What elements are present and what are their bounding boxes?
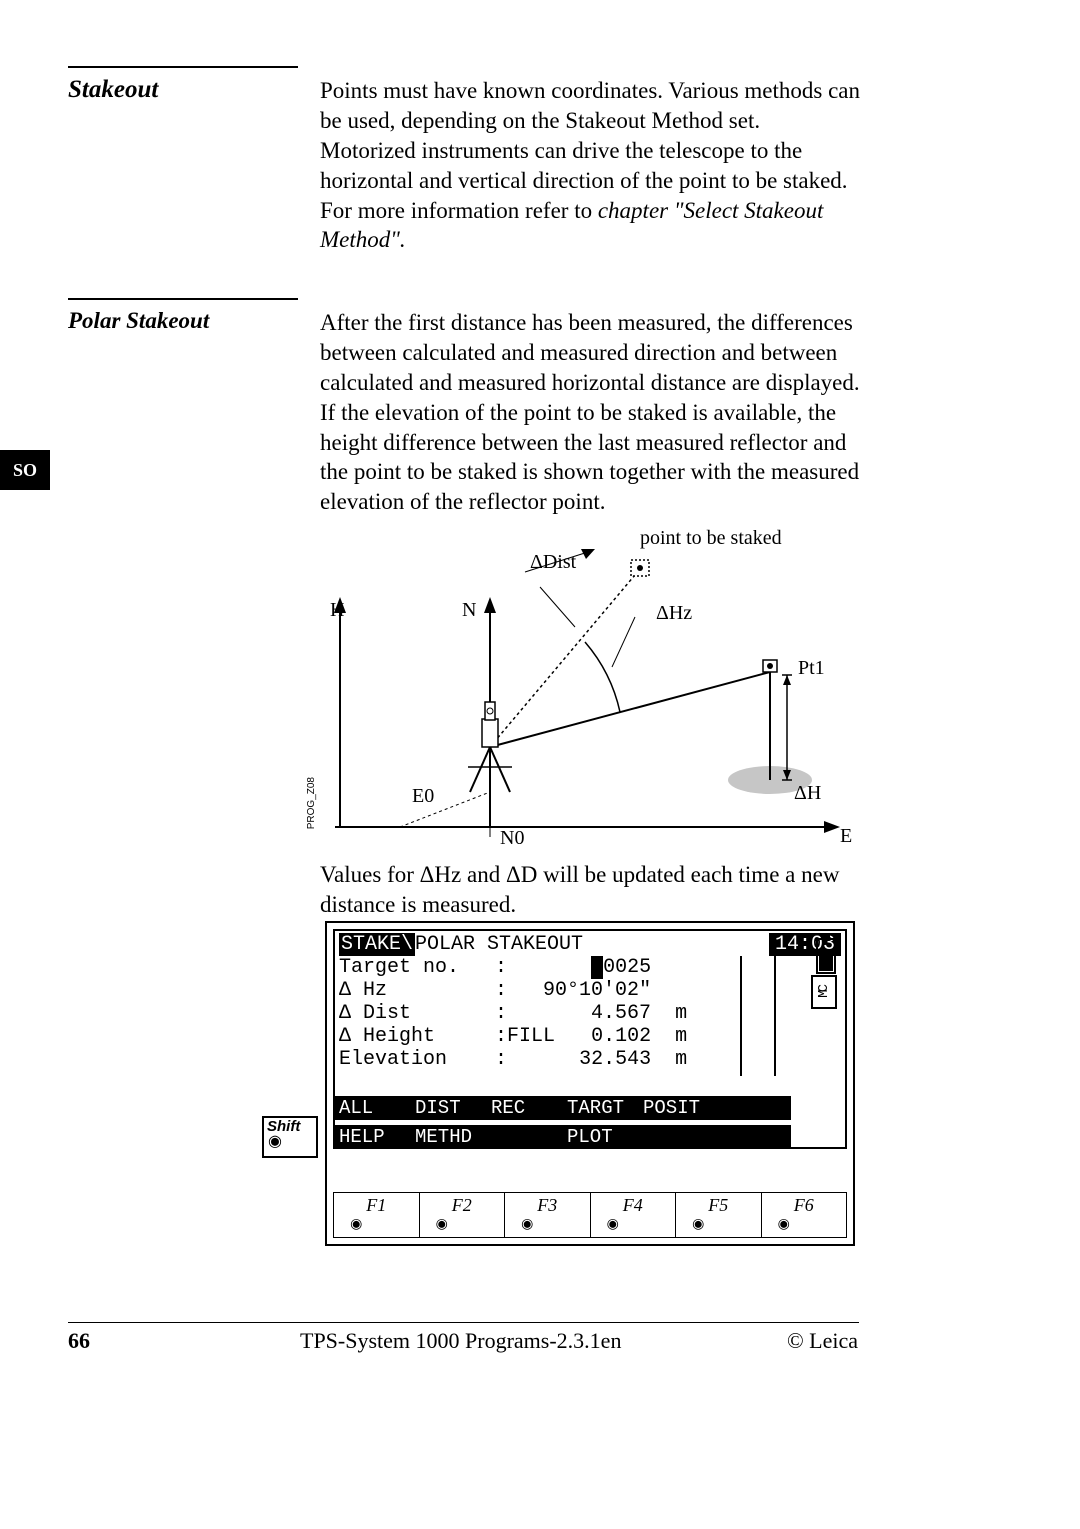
- softkey-row-1: ALL DIST REC TARGT POSIT: [335, 1096, 791, 1120]
- row-unit: m: [675, 1025, 687, 1048]
- label-delta-h-cap: ΔH: [794, 782, 821, 805]
- fkey-label: F6: [762, 1195, 847, 1216]
- section-heading-polar: Polar Stakeout: [68, 308, 298, 334]
- section2-body: After the first distance has been measur…: [320, 308, 860, 517]
- label-h: H: [330, 599, 344, 622]
- fkey-f5[interactable]: F5◉: [675, 1193, 761, 1237]
- rule: [68, 298, 298, 300]
- softkey-posit[interactable]: POSIT: [639, 1096, 715, 1120]
- row-label: Δ Hz: [339, 979, 387, 1002]
- fkey-dot-icon: ◉: [420, 1216, 465, 1233]
- label-n0: N0: [500, 827, 524, 850]
- label-pt1: Pt1: [798, 657, 825, 680]
- label-delta-hz: ΔHz: [656, 602, 692, 625]
- label-delta-dist: ΔDist: [530, 551, 576, 574]
- screen-title-left: STAKE\: [339, 933, 415, 956]
- row-val: 90°10'02": [543, 979, 651, 1002]
- row-val: 0.102: [591, 1025, 651, 1048]
- fkey-dot-icon: ◉: [591, 1216, 636, 1233]
- shift-dot-icon: ◉: [264, 1135, 316, 1149]
- input-cursor: X: [591, 956, 603, 979]
- softkey-targt[interactable]: TARGT: [563, 1096, 639, 1120]
- label-e: E: [840, 825, 852, 848]
- fkey-f6[interactable]: F6◉: [761, 1193, 847, 1237]
- row-val: 0025: [603, 956, 651, 979]
- row-label: Target no.: [339, 956, 459, 979]
- section-heading-stakeout: Stakeout: [68, 76, 298, 104]
- fkey-row: F1◉ F2◉ F3◉ F4◉ F5◉ F6◉: [333, 1192, 847, 1238]
- page-number: 66: [68, 1328, 90, 1354]
- footer-rule: [68, 1322, 859, 1323]
- softkey-empty[interactable]: [715, 1125, 791, 1149]
- fkey-f1[interactable]: F1◉: [334, 1193, 419, 1237]
- fkey-dot-icon: ◉: [334, 1216, 379, 1233]
- softkey-empty[interactable]: [639, 1125, 715, 1149]
- side-tab: SO: [0, 450, 50, 490]
- rule: [68, 66, 298, 68]
- row-label: Δ Height: [339, 1025, 435, 1048]
- post-diagram-text: Values for ΔHz and ΔD will be updated ea…: [320, 860, 860, 920]
- fkey-label: F5: [676, 1195, 761, 1216]
- fkey-label: F1: [334, 1195, 419, 1216]
- mc-icon: MC: [811, 975, 837, 1009]
- row-unit: m: [675, 1048, 687, 1071]
- screen-display: STAKE\ POLAR STAKEOUT 14:03 Target no. :…: [333, 929, 847, 1149]
- fkey-f3[interactable]: F3◉: [504, 1193, 590, 1237]
- label-n: N: [462, 599, 476, 622]
- shift-key[interactable]: Shift ◉: [262, 1116, 318, 1158]
- copyright: © Leica: [787, 1328, 858, 1354]
- doc-title: TPS-System 1000 Programs-2.3.1en: [300, 1328, 621, 1354]
- row-val: 4.567: [591, 1002, 651, 1025]
- softkey-rec[interactable]: REC: [487, 1096, 563, 1120]
- fkey-label: F2: [420, 1195, 505, 1216]
- label-point-to-be-staked: point to be staked: [640, 527, 782, 550]
- softkey-empty[interactable]: [487, 1125, 563, 1149]
- fkey-label: F4: [591, 1195, 676, 1216]
- fkey-dot-icon: ◉: [762, 1216, 807, 1233]
- row-label: Elevation: [339, 1048, 447, 1071]
- fkey-f4[interactable]: F4◉: [590, 1193, 676, 1237]
- softkey-row-2: HELP METHD PLOT: [335, 1125, 791, 1149]
- row-mid: FILL: [507, 1025, 555, 1048]
- softkey-empty[interactable]: [715, 1096, 791, 1120]
- section1-body: Points must have known coordinates. Vari…: [320, 76, 860, 255]
- polar-stakeout-diagram: point to be staked ΔDist H N ΔHz Pt1 E0 …: [300, 527, 860, 857]
- fkey-dot-icon: ◉: [676, 1216, 721, 1233]
- fkey-label: F3: [505, 1195, 590, 1216]
- softkey-dist[interactable]: DIST: [411, 1096, 487, 1120]
- label-prog-id: PROG_Z08: [306, 777, 317, 829]
- screen-title-row: STAKE\ POLAR STAKEOUT 14:03: [339, 933, 841, 956]
- softkey-all[interactable]: ALL: [335, 1096, 411, 1120]
- row-label: Δ Dist: [339, 1002, 411, 1025]
- mc-label: MC: [816, 987, 832, 998]
- value-column-frame: [740, 956, 776, 1076]
- screen-title-mid: POLAR STAKEOUT: [415, 933, 583, 956]
- fkey-dot-icon: ◉: [505, 1216, 550, 1233]
- battery-icon: [815, 935, 837, 975]
- softkey-help[interactable]: HELP: [335, 1125, 411, 1149]
- fkey-f2[interactable]: F2◉: [419, 1193, 505, 1237]
- instrument-screen: STAKE\ POLAR STAKEOUT 14:03 Target no. :…: [325, 921, 855, 1246]
- row-val: 32.543: [579, 1048, 651, 1071]
- softkey-methd[interactable]: METHD: [411, 1125, 487, 1149]
- label-e0: E0: [412, 785, 434, 808]
- row-unit: m: [675, 1002, 687, 1025]
- softkey-plot[interactable]: PLOT: [563, 1125, 639, 1149]
